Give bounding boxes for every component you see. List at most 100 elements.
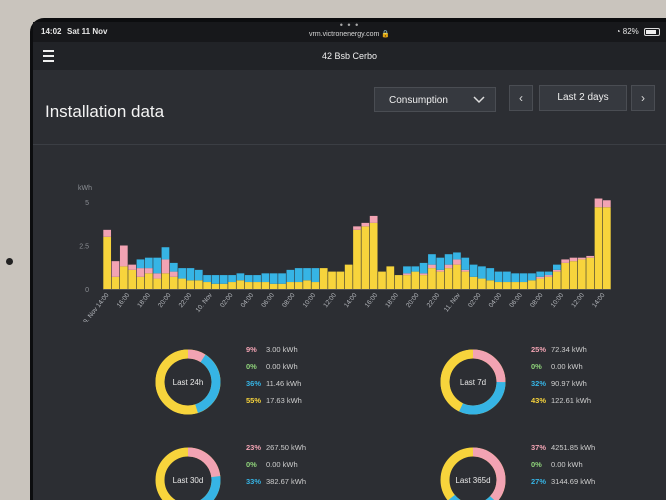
donut-slice-pink — [440, 447, 506, 500]
bar-segment-yellow — [453, 264, 461, 289]
donut-period-label: Last 7d — [459, 378, 487, 387]
bar-segment-pink — [602, 200, 611, 208]
address-bar[interactable]: vrm.victronenergy.com 🔒 — [33, 30, 666, 38]
legend-percent: 27% — [531, 477, 547, 486]
bar-segment-blue — [478, 266, 486, 279]
donut-slice-blue — [440, 349, 506, 415]
donut-period-label: Last 365d — [455, 476, 491, 485]
bar-segment-yellow — [319, 268, 328, 289]
wall-hole — [6, 258, 13, 265]
bar-segment-yellow — [311, 282, 320, 289]
bar-segment-blue — [228, 275, 236, 283]
date-range-button[interactable]: Last 2 days — [539, 85, 627, 111]
summary-legend: 37% 4251.85 kWh 0% 0.00 kWh 27% 3144.69 kWh — [531, 443, 595, 494]
bar-segment-yellow — [128, 269, 137, 289]
bar-segment-yellow — [269, 283, 278, 289]
donut-period-label: Last 24h — [172, 378, 204, 387]
legend-percent: 33% — [246, 477, 262, 486]
bar-segment-pink — [436, 269, 445, 272]
bar-segment-yellow — [411, 271, 420, 289]
next-range-button[interactable]: › — [631, 85, 655, 111]
hamburger-menu-icon[interactable] — [43, 50, 54, 65]
section-divider — [33, 144, 666, 145]
legend-percent: 23% — [246, 443, 262, 452]
bar-segment-yellow — [361, 226, 370, 289]
bar-segment-blue — [503, 271, 511, 283]
bar-segment-blue — [161, 247, 170, 260]
x-tick-label: 02:00 — [219, 292, 235, 309]
legend-row: 43% 122.61 kWh — [531, 396, 591, 413]
x-tick-label: 16:00 — [364, 292, 380, 309]
legend-kwh: 0.00 kWh — [551, 362, 583, 371]
bar-segment-yellow — [577, 259, 586, 289]
url-text: vrm.victronenergy.com — [309, 31, 380, 38]
status-date: Sat 11 Nov — [67, 27, 108, 36]
legend-kwh: 72.34 kWh — [551, 345, 587, 354]
donut-chart — [440, 447, 506, 500]
bar-segment-yellow — [153, 278, 161, 289]
x-tick-label: 12:00 — [570, 292, 586, 309]
bar-segment-pink — [103, 229, 112, 237]
bar-segment-yellow — [203, 282, 211, 289]
bar-segment-yellow — [278, 283, 286, 289]
bar-segment-blue — [436, 257, 445, 270]
legend-kwh: 3.00 kWh — [266, 345, 298, 354]
legend-percent: 25% — [531, 345, 547, 354]
bar-segment-yellow — [569, 261, 578, 289]
bar-segment-yellow — [486, 280, 495, 289]
summary-card: Last 30d 23% 267.50 kWh 0% 0.00 kWh 33% 382.67… — [148, 440, 438, 500]
y-tick-label: 5 — [85, 200, 89, 207]
x-tick-label: 06:00 — [508, 292, 524, 309]
x-tick-label: 14:00 — [343, 292, 359, 309]
x-tick-label: 10:00 — [302, 292, 318, 309]
summary-card: Last 24h 9% 3.00 kWh 0% 0.00 kWh 36% 11.46 kWh… — [148, 342, 438, 422]
x-tick-label: 06:00 — [260, 292, 276, 309]
bar-segment-blue — [169, 262, 178, 272]
legend-row: 25% 72.34 kWh — [531, 345, 591, 362]
bar-segment-blue — [186, 268, 195, 281]
multitask-dots-icon[interactable]: • • • — [339, 22, 360, 30]
y-tick-label: 2.5 — [79, 244, 89, 251]
legend-row: 0% 0.00 kWh — [531, 460, 595, 477]
bar-segment-pink — [419, 273, 428, 276]
bar-segment-blue — [469, 264, 478, 277]
battery-icon — [644, 27, 660, 36]
bar-segment-yellow — [503, 282, 511, 289]
y-tick-label: 0 — [85, 287, 89, 294]
bar-segment-yellow — [119, 266, 128, 289]
bar-segment-blue — [486, 268, 495, 281]
status-bar: 14:02 Sat 11 Nov • • • vrm.victronenergy… — [33, 22, 666, 42]
bar-segment-yellow — [294, 282, 303, 289]
legend-percent: 36% — [246, 379, 262, 388]
legend-percent: 9% — [246, 345, 257, 354]
legend-percent: 32% — [531, 379, 547, 388]
bar-segment-blue — [286, 269, 295, 283]
bar-segment-yellow — [253, 282, 261, 289]
previous-range-button[interactable]: ‹ — [509, 85, 533, 111]
bar-segment-pink — [136, 268, 145, 277]
bar-segment-yellow — [469, 276, 478, 289]
donut-chart — [155, 447, 221, 500]
bar-segment-pink — [161, 259, 170, 274]
bar-segment-yellow — [444, 268, 453, 289]
donut-period-label: Last 30d — [172, 476, 204, 485]
bar-segment-blue — [303, 268, 311, 281]
x-tick-label: 08:00 — [281, 292, 297, 309]
bar-segment-yellow — [336, 271, 345, 289]
x-tick-label: 18:00 — [384, 292, 400, 309]
bar-segment-blue — [428, 254, 436, 265]
bar-segment-blue — [528, 273, 536, 281]
status-time: 14:02 — [41, 27, 62, 36]
bar-segment-pink — [536, 276, 545, 279]
data-type-select[interactable]: Consumption — [374, 87, 496, 112]
x-tick-label: 18:00 — [136, 292, 152, 309]
bar-segment-blue — [211, 275, 220, 284]
summary-legend: 25% 72.34 kWh 0% 0.00 kWh 32% 90.97 kWh 43% 122… — [531, 345, 591, 413]
bar-segment-yellow — [136, 276, 145, 289]
bar-segment-yellow — [261, 282, 270, 289]
bar-segment-blue — [511, 273, 520, 283]
bar-segment-blue — [519, 273, 528, 283]
bar-segment-pink — [444, 264, 453, 269]
bar-segment-blue — [403, 266, 411, 274]
bar-segment-yellow — [461, 271, 470, 289]
